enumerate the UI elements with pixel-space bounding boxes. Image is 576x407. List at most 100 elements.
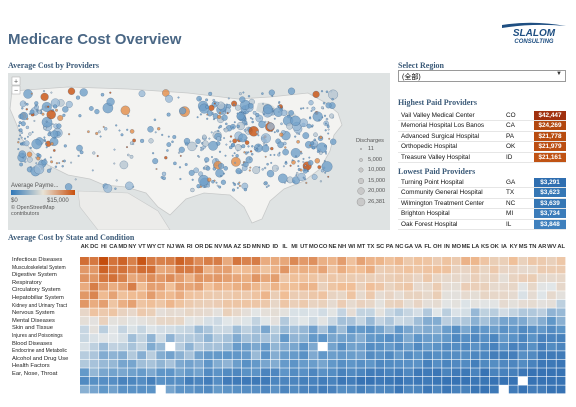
provider-bubble[interactable] [193, 167, 199, 174]
provider-bubble[interactable] [320, 106, 324, 110]
provider-bubble[interactable] [250, 152, 254, 156]
heatmap-cell[interactable] [203, 291, 213, 300]
heatmap-cell[interactable] [137, 316, 147, 325]
heatmap-cell[interactable] [146, 385, 156, 394]
heatmap-cell[interactable] [556, 334, 566, 343]
provider-bubble[interactable] [230, 142, 236, 148]
provider-bubble[interactable] [272, 108, 275, 111]
provider-bubble[interactable] [302, 107, 305, 110]
provider-bubble[interactable] [138, 90, 146, 98]
heatmap-cell[interactable] [99, 359, 108, 368]
heatmap-cell[interactable] [203, 282, 213, 291]
heatmap-cell[interactable] [470, 274, 480, 283]
provider-bubble[interactable] [132, 143, 135, 145]
heatmap-cell[interactable] [451, 257, 461, 265]
heatmap-cell[interactable] [280, 299, 290, 308]
heatmap-cell[interactable] [461, 274, 471, 283]
heatmap-cell[interactable] [527, 359, 537, 368]
provider-bubble[interactable] [54, 165, 58, 168]
provider-bubble[interactable] [215, 158, 218, 161]
provider-bubble[interactable] [51, 123, 54, 126]
provider-bubble[interactable] [218, 163, 225, 169]
state-header[interactable]: DE [204, 244, 213, 250]
heatmap-cell[interactable] [184, 265, 194, 274]
heatmap-cell[interactable] [261, 265, 270, 274]
heatmap-cell[interactable] [508, 274, 518, 283]
heatmap-cell[interactable] [489, 376, 499, 385]
provider-bubble[interactable] [49, 156, 52, 159]
heatmap-cell[interactable] [175, 359, 185, 368]
heatmap-cell[interactable] [375, 334, 385, 343]
heatmap-cell[interactable] [251, 291, 261, 300]
provider-bubble[interactable] [161, 171, 167, 177]
heatmap-cell[interactable] [423, 316, 432, 325]
provider-bubble[interactable] [28, 132, 32, 136]
provider-bubble[interactable] [203, 185, 206, 188]
heatmap-cell[interactable] [156, 351, 166, 360]
provider-bubble[interactable] [95, 131, 99, 136]
heatmap-cell[interactable] [404, 342, 413, 351]
heatmap-cell[interactable] [213, 376, 223, 385]
heatmap-cell[interactable] [80, 351, 89, 360]
provider-bubble[interactable] [253, 147, 257, 150]
heatmap-cell[interactable] [318, 351, 328, 360]
heatmap-cell[interactable] [461, 308, 471, 317]
provider-bubble[interactable] [199, 113, 202, 116]
provider-bubble[interactable] [40, 108, 43, 111]
provider-bubble[interactable] [76, 144, 83, 152]
heatmap-cell[interactable] [308, 274, 318, 283]
provider-bubble[interactable] [166, 142, 172, 147]
provider-bubble[interactable] [127, 153, 130, 157]
heatmap-cell[interactable] [165, 316, 175, 325]
provider-bubble[interactable] [178, 166, 182, 169]
heatmap-cell[interactable] [480, 282, 490, 291]
provider-bubble[interactable] [77, 154, 80, 157]
heatmap-cell[interactable] [432, 351, 442, 360]
heatmap-cell[interactable] [518, 351, 528, 360]
heatmap-cell[interactable] [222, 359, 232, 368]
provider-bubble[interactable] [236, 186, 239, 189]
state-header[interactable]: IL [282, 244, 288, 250]
state-header[interactable]: KS [481, 244, 489, 250]
heatmap-cell[interactable] [527, 368, 537, 377]
provider-bubble[interactable] [232, 126, 235, 129]
provider-bubble[interactable] [279, 132, 284, 137]
heatmap-cell[interactable] [461, 334, 471, 343]
provider-bubble[interactable] [188, 169, 195, 176]
provider-row[interactable]: Brighton Hospital MI $3,734 [398, 209, 566, 220]
heatmap-cell[interactable] [423, 359, 432, 368]
heatmap-cell[interactable] [242, 385, 251, 394]
heatmap-cell[interactable] [318, 376, 328, 385]
provider-bubble[interactable] [322, 101, 326, 105]
heatmap-cell[interactable] [156, 265, 166, 274]
provider-bubble[interactable] [263, 182, 266, 185]
heatmap-cell[interactable] [289, 257, 299, 265]
state-header[interactable]: AZ [233, 244, 242, 250]
heatmap-cell[interactable] [261, 274, 270, 283]
heatmap-cell[interactable] [518, 368, 528, 377]
heatmap-cell[interactable] [451, 299, 461, 308]
heatmap-cell[interactable] [480, 325, 490, 334]
heatmap-cell[interactable] [442, 334, 452, 343]
heatmap-cell[interactable] [404, 265, 413, 274]
heatmap-cell[interactable] [318, 299, 328, 308]
heatmap-cell[interactable] [423, 265, 432, 274]
heatmap-cell[interactable] [308, 385, 318, 394]
heatmap-cell[interactable] [346, 291, 356, 300]
provider-bubble[interactable] [235, 154, 239, 158]
provider-bubble[interactable] [321, 161, 333, 172]
heatmap-cell[interactable] [261, 351, 270, 360]
heatmap-cell[interactable] [213, 291, 223, 300]
heatmap-cell[interactable] [146, 274, 156, 283]
provider-bubble[interactable] [29, 166, 32, 169]
heatmap-cell[interactable] [146, 291, 156, 300]
heatmap-cell[interactable] [404, 385, 413, 394]
provider-bubble[interactable] [299, 168, 303, 172]
heatmap-cell[interactable] [108, 282, 118, 291]
heatmap-cell[interactable] [518, 385, 528, 394]
heatmap-cell[interactable] [461, 368, 471, 377]
provider-bubble[interactable] [50, 130, 59, 139]
provider-bubble[interactable] [302, 157, 305, 160]
heatmap-cell[interactable] [127, 342, 137, 351]
heatmap-cell[interactable] [423, 342, 432, 351]
